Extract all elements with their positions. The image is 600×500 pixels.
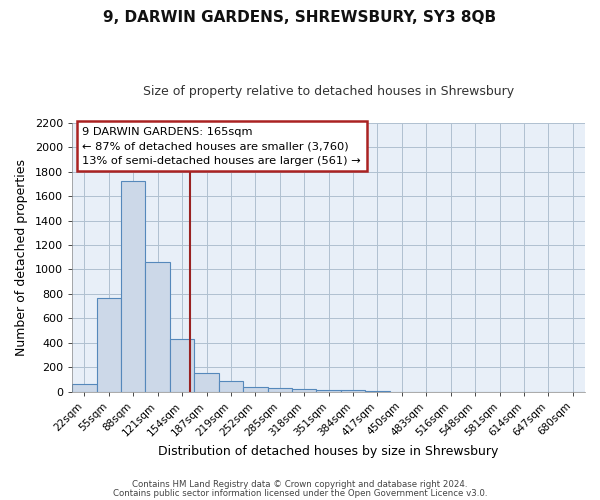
- Text: Contains HM Land Registry data © Crown copyright and database right 2024.: Contains HM Land Registry data © Crown c…: [132, 480, 468, 489]
- Title: Size of property relative to detached houses in Shrewsbury: Size of property relative to detached ho…: [143, 85, 514, 98]
- Bar: [194, 374, 219, 392]
- Bar: [316, 390, 341, 392]
- Bar: [243, 386, 268, 392]
- Text: 9 DARWIN GARDENS: 165sqm
← 87% of detached houses are smaller (3,760)
13% of sem: 9 DARWIN GARDENS: 165sqm ← 87% of detach…: [82, 127, 361, 166]
- Bar: [268, 388, 292, 392]
- Bar: [341, 390, 365, 392]
- Text: 9, DARWIN GARDENS, SHREWSBURY, SY3 8QB: 9, DARWIN GARDENS, SHREWSBURY, SY3 8QB: [103, 10, 497, 25]
- Bar: [170, 339, 194, 392]
- Y-axis label: Number of detached properties: Number of detached properties: [15, 158, 28, 356]
- Bar: [121, 182, 145, 392]
- Bar: [292, 389, 316, 392]
- Text: Contains public sector information licensed under the Open Government Licence v3: Contains public sector information licen…: [113, 488, 487, 498]
- X-axis label: Distribution of detached houses by size in Shrewsbury: Distribution of detached houses by size …: [158, 444, 499, 458]
- Bar: [365, 390, 389, 392]
- Bar: [219, 382, 243, 392]
- Bar: [72, 384, 97, 392]
- Bar: [97, 298, 121, 392]
- Bar: [145, 262, 170, 392]
